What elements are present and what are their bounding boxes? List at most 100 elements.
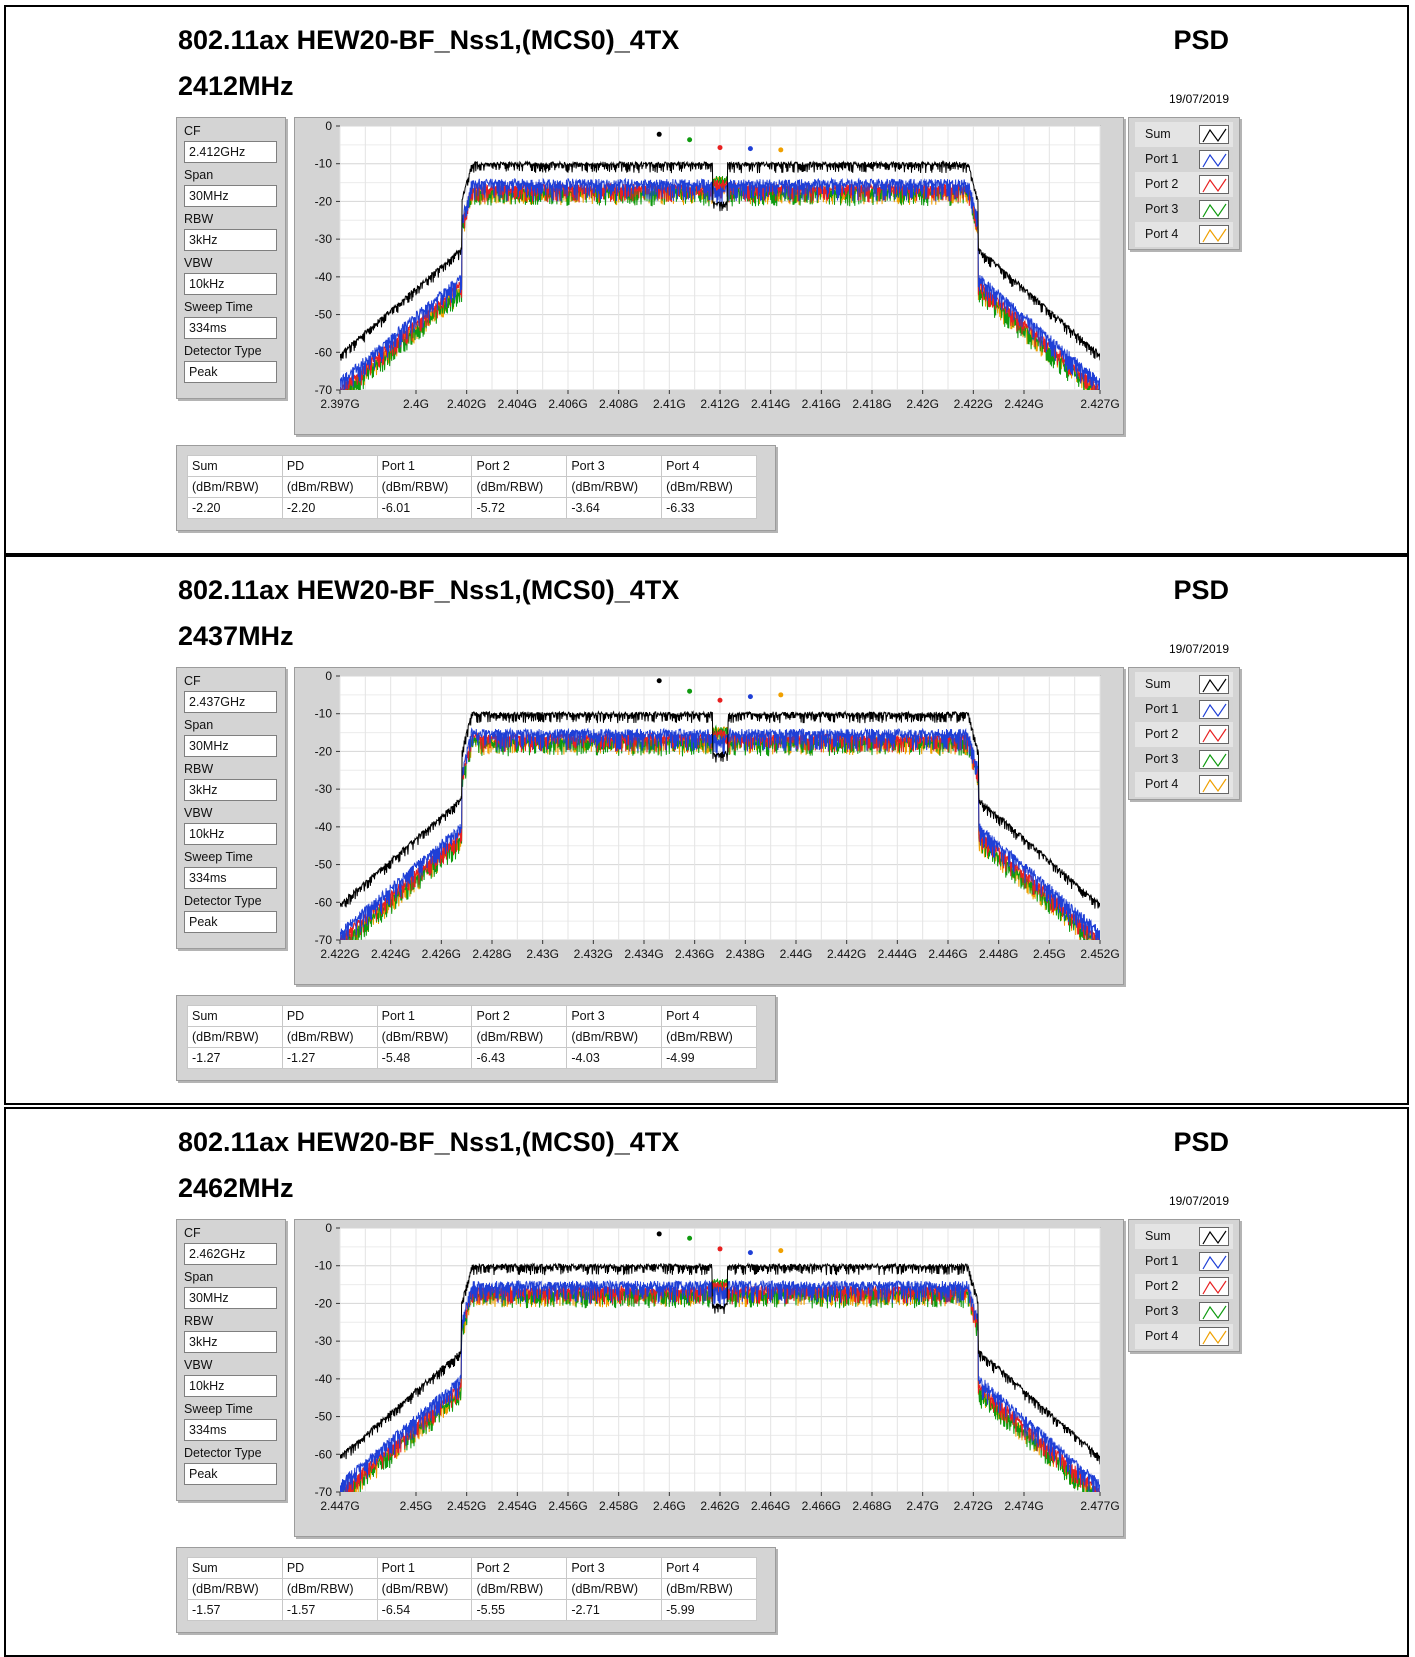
- column-header: PD: [281, 1005, 378, 1027]
- legend-label: Port 1: [1145, 152, 1179, 166]
- y-tick-label: -40: [315, 820, 333, 834]
- unit-cell: (dBm/RBW): [376, 476, 473, 498]
- psd-label: PSD: [1173, 1127, 1229, 1157]
- setting-value: 30MHz: [184, 735, 277, 757]
- settings-panel: CF 2.462GHz Span 30MHz RBW 3kHz VBW 10kHz Sweep …: [176, 1219, 286, 1501]
- legend-swatch-icon: [1199, 1327, 1229, 1346]
- column-header: PD: [281, 455, 378, 477]
- x-tick-label: 2.477G: [1080, 1499, 1119, 1513]
- y-tick-label: -10: [315, 707, 333, 721]
- peak-marker: [778, 1248, 784, 1254]
- legend-swatch-icon: [1199, 700, 1229, 719]
- table-row: Sum PD Port 1 Port 2 Port 3 Port 4: [187, 455, 757, 477]
- results-grid: Sum PD Port 1 Port 2 Port 3 Port 4 (dBm/RBW) (d…: [187, 1557, 757, 1621]
- legend-swatch-icon: [1199, 1302, 1229, 1321]
- setting-value: 334ms: [184, 317, 277, 339]
- legend-item: Port 4: [1135, 1324, 1233, 1349]
- unit-cell: (dBm/RBW): [566, 1578, 663, 1600]
- panel-title: 802.11ax HEW20-BF_Nss1,(MCS0)_4TX: [178, 575, 680, 605]
- x-tick-label: 2.447G: [320, 1499, 359, 1513]
- x-tick-label: 2.45G: [400, 1499, 433, 1513]
- setting-label: CF: [184, 124, 201, 138]
- result-cell: -1.27: [187, 1047, 283, 1069]
- x-tick-label: 2.454G: [498, 1499, 537, 1513]
- result-cell: -4.99: [661, 1047, 757, 1069]
- unit-cell: (dBm/RBW): [187, 1026, 283, 1048]
- x-tick-label: 2.424G: [371, 947, 410, 961]
- x-tick-label: 2.466G: [802, 1499, 841, 1513]
- unit-cell: (dBm/RBW): [566, 476, 663, 498]
- x-tick-label: 2.397G: [320, 397, 359, 411]
- setting-label: Sweep Time: [184, 1402, 253, 1416]
- x-tick-label: 2.432G: [574, 947, 613, 961]
- column-header: Port 2: [471, 1557, 568, 1579]
- column-header: Port 1: [376, 1005, 473, 1027]
- setting-value: 2.462GHz: [184, 1243, 277, 1265]
- column-header: Port 1: [376, 1557, 473, 1579]
- table-row: (dBm/RBW) (dBm/RBW) (dBm/RBW) (dBm/RBW) (dBm…: [187, 1026, 757, 1048]
- legend-label: Port 3: [1145, 752, 1179, 766]
- x-tick-label: 2.42G: [906, 397, 939, 411]
- panel-title: 802.11ax HEW20-BF_Nss1,(MCS0)_4TX: [178, 1127, 680, 1157]
- setting-value: Peak: [184, 361, 277, 383]
- unit-cell: (dBm/RBW): [471, 1578, 568, 1600]
- x-tick-label: 2.402G: [447, 397, 486, 411]
- legend-label: Port 2: [1145, 1279, 1179, 1293]
- legend-swatch-icon: [1199, 775, 1229, 794]
- x-tick-label: 2.4G: [403, 397, 429, 411]
- setting-value: 334ms: [184, 867, 277, 889]
- legend-label: Sum: [1145, 1229, 1171, 1243]
- setting-value: Peak: [184, 1463, 277, 1485]
- grid: [339, 675, 1101, 941]
- legend-swatch-icon: [1199, 175, 1229, 194]
- x-tick-label: 2.462G: [700, 1499, 739, 1513]
- setting-value: 2.412GHz: [184, 141, 277, 163]
- legend-label: Port 4: [1145, 1329, 1179, 1343]
- x-tick-label: 2.46G: [653, 1499, 686, 1513]
- legend-item: Port 2: [1135, 172, 1233, 197]
- column-header: Port 3: [566, 455, 663, 477]
- channel-frequency: 2462MHz: [178, 1173, 294, 1203]
- result-cell: -6.43: [471, 1047, 568, 1069]
- setting-label: VBW: [184, 1358, 213, 1372]
- x-tick-label: 2.47G: [906, 1499, 939, 1513]
- column-header: Sum: [187, 455, 283, 477]
- psd-panel: 802.11ax HEW20-BF_Nss1,(MCS0)_4TX 2437MHz…: [4, 555, 1409, 1105]
- y-tick-label: -20: [315, 744, 333, 758]
- peak-marker: [656, 1231, 662, 1237]
- peak-marker: [687, 688, 693, 694]
- report-date: 19/07/2019: [1168, 92, 1229, 106]
- unit-cell: (dBm/RBW): [281, 1026, 378, 1048]
- legend-swatch-icon: [1199, 200, 1229, 219]
- peak-marker: [778, 147, 784, 153]
- x-tick-label: 2.43G: [526, 947, 559, 961]
- y-tick-label: -70: [315, 383, 333, 397]
- peak-marker: [687, 137, 693, 143]
- legend-swatch-icon: [1199, 675, 1229, 694]
- x-tick-label: 2.474G: [1004, 1499, 1043, 1513]
- setting-label: RBW: [184, 762, 214, 776]
- spectrum-graph: 0 -10 -20 -30 -40 -50 -60 -70 2.447G 2.45G 2.452G 2…: [294, 1219, 1124, 1537]
- unit-cell: (dBm/RBW): [376, 1026, 473, 1048]
- series-trace-sum: [340, 159, 1100, 361]
- peak-marker: [747, 1250, 753, 1256]
- setting-value: 3kHz: [184, 1331, 277, 1353]
- setting-label: VBW: [184, 806, 213, 820]
- y-tick-label: 0: [325, 669, 332, 683]
- setting-value: 334ms: [184, 1419, 277, 1441]
- results-grid: Sum PD Port 1 Port 2 Port 3 Port 4 (dBm/RBW) (d…: [187, 455, 757, 519]
- x-tick-label: 2.45G: [1033, 947, 1066, 961]
- y-tick-label: -70: [315, 933, 333, 947]
- result-cell: -4.03: [566, 1047, 663, 1069]
- table-row: (dBm/RBW) (dBm/RBW) (dBm/RBW) (dBm/RBW) (dBm…: [187, 476, 757, 498]
- legend: Sum Port 1 Port 2 Port 3 Port 4: [1128, 1219, 1240, 1352]
- setting-value: Peak: [184, 911, 277, 933]
- peak-marker: [747, 694, 753, 700]
- spectrum-plot: 0 -10 -20 -30 -40 -50 -60 -702.422G 2.424G 2.426G…: [315, 669, 1120, 961]
- column-header: Port 1: [376, 455, 473, 477]
- table-row: Sum PD Port 1 Port 2 Port 3 Port 4: [187, 1557, 757, 1579]
- legend-item: Sum: [1135, 672, 1233, 697]
- series-trace-port-1: [340, 727, 1100, 940]
- unit-cell: (dBm/RBW): [566, 1026, 663, 1048]
